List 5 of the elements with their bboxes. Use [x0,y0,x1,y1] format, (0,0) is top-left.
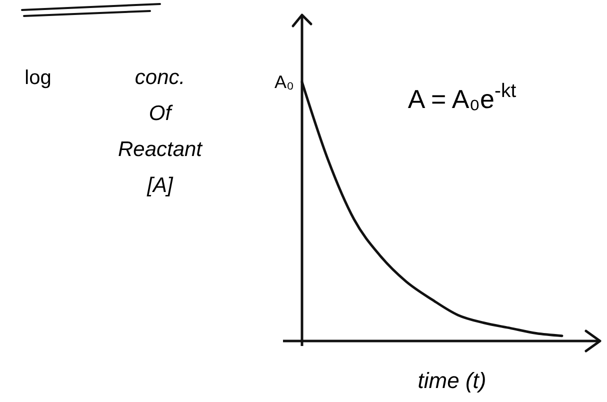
annotation: A = A₀e$^{-kt}$ [408,80,517,114]
y-axis-title: conc. Of Reactant [A] [118,66,204,197]
x-axis-title: time (t) [418,368,486,393]
annotation: A₀ [274,72,294,92]
text: log [24,67,52,89]
